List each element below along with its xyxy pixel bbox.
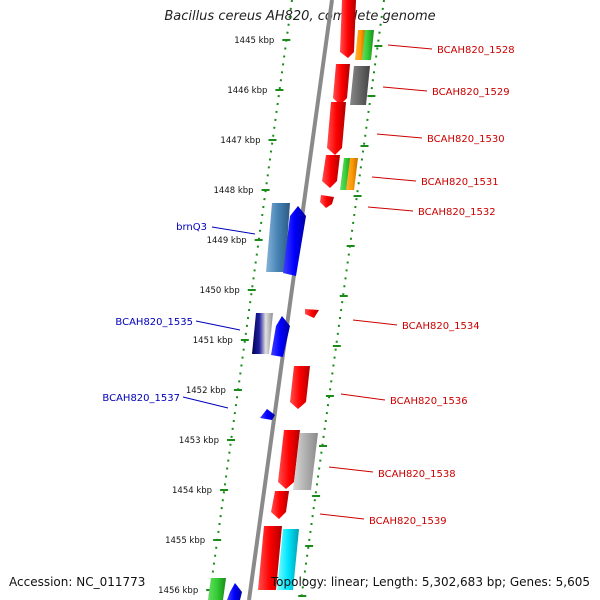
genome-summary-text: Topology: linear; Length: 5,302,683 bp; … — [270, 575, 590, 589]
ruler-tick-label: 1448 kbp — [214, 186, 254, 196]
reverse-genes — [208, 203, 306, 600]
map-title: Bacillus cereus AH820, complete genome — [164, 9, 436, 24]
ruler-tick-label: 1449 kbp — [207, 236, 247, 246]
gene-label[interactable]: BCAH820_1539 — [369, 516, 447, 527]
ruler-tick-label: 1456 kbp — [158, 586, 198, 596]
gene-label-leader — [211, 226, 256, 235]
ruler-tick-label: 1447 kbp — [220, 136, 260, 146]
ruler-tick-label: 1446 kbp — [227, 86, 267, 96]
gene-label[interactable]: BCAH820_1537 — [102, 393, 180, 404]
gene-arrow[interactable] — [340, 0, 356, 58]
gene-label[interactable]: BCAH820_1528 — [437, 45, 515, 56]
gene-label-leader — [371, 176, 417, 182]
gene-arrow[interactable] — [227, 583, 242, 600]
gene-arrow[interactable] — [346, 158, 358, 190]
gene-label-leader — [319, 513, 365, 520]
gene-arrow[interactable] — [208, 578, 226, 600]
gene-label-leader — [367, 206, 414, 212]
gene-label[interactable]: BCAH820_1538 — [378, 469, 456, 480]
gene-arrow[interactable] — [305, 309, 319, 318]
gene-arrow[interactable] — [266, 203, 290, 272]
gene-arrow[interactable] — [277, 529, 299, 590]
gene-arrow[interactable] — [350, 66, 370, 105]
ruler-tick-label: 1450 kbp — [200, 286, 240, 296]
gene-label[interactable]: brnQ3 — [176, 222, 207, 233]
gene-label[interactable]: BCAH820_1529 — [432, 87, 510, 98]
genome-backbone — [247, 0, 334, 600]
gene-label[interactable]: BCAH820_1532 — [418, 207, 496, 218]
gene-label-leader — [328, 466, 374, 473]
gene-label-leader — [182, 396, 229, 409]
gene-label-leader — [387, 44, 433, 50]
gene-arrow[interactable] — [320, 195, 334, 208]
accession-text: Accession: NC_011773 — [9, 575, 146, 589]
gene-arrow[interactable] — [322, 155, 340, 188]
gene-label[interactable]: BCAH820_1534 — [402, 321, 480, 332]
gene-label-leader — [340, 393, 386, 401]
gene-label[interactable]: BCAH820_1531 — [421, 177, 499, 188]
gene-label-leader — [382, 86, 428, 92]
gene-arrow[interactable] — [362, 30, 374, 60]
gene-arrow[interactable] — [278, 430, 300, 489]
gene-label-leaders — [182, 44, 433, 520]
gene-arrow[interactable] — [293, 433, 318, 490]
outer-track-right — [300, 0, 385, 600]
gene-arrow[interactable] — [327, 102, 346, 155]
ruler-ticks: 1445 kbp 1446 kbp 1447 kbp 1448 kbp 1449 kbp… — [158, 36, 383, 597]
gene-arrow[interactable] — [258, 526, 282, 590]
gene-arrow[interactable] — [271, 316, 290, 357]
gene-arrow[interactable] — [271, 491, 289, 519]
ruler-tick-label: 1451 kbp — [193, 336, 233, 346]
gene-arrow[interactable] — [333, 64, 350, 105]
ruler-tick-label: 1455 kbp — [165, 536, 205, 546]
gene-arrow[interactable] — [252, 313, 273, 354]
gene-label[interactable]: BCAH820_1530 — [427, 134, 505, 145]
ruler-tick-label: 1454 kbp — [172, 486, 212, 496]
gene-arrow[interactable] — [283, 206, 306, 276]
gene-labels: BCAH820_1528 BCAH820_1529 BCAH820_1530 BCAH… — [102, 45, 514, 527]
outer-track-left — [208, 0, 293, 600]
gene-arrow[interactable] — [260, 409, 275, 420]
ruler-tick-label: 1453 kbp — [179, 436, 219, 446]
forward-genes — [258, 0, 374, 590]
gene-label-leader — [352, 319, 398, 326]
gene-label-leader — [195, 320, 241, 331]
gene-label[interactable]: BCAH820_1535 — [115, 317, 193, 328]
ruler-tick-label: 1452 kbp — [186, 386, 226, 396]
gene-label[interactable]: BCAH820_1536 — [390, 396, 468, 407]
ruler-tick-label: 1445 kbp — [234, 36, 274, 46]
gene-label-leader — [376, 133, 423, 139]
gene-arrow[interactable] — [290, 366, 310, 409]
